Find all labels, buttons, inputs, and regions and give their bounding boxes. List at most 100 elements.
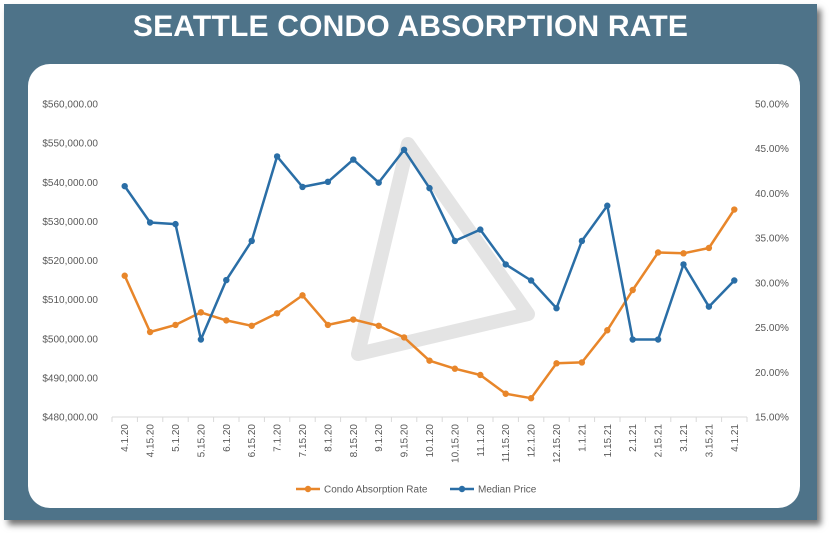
x-axis-ticks: 4.1.20 4.15.20 5.1.20 5.15.20 6.1.20 6.15.20 7… bbox=[111, 417, 748, 463]
series-condo-absorption-rate bbox=[121, 206, 738, 402]
median-price-point bbox=[680, 261, 687, 268]
legend-swatch-marker bbox=[304, 485, 312, 493]
condo-absorption-rate-point bbox=[578, 359, 586, 366]
right-tick-label: 20.00% bbox=[755, 368, 789, 379]
x-tick-label: 6.15.20 bbox=[247, 424, 258, 458]
right-tick-label: 30.00% bbox=[755, 278, 789, 289]
condo-absorption-rate-point bbox=[146, 328, 154, 336]
x-tick-label: 12.15.20 bbox=[552, 424, 563, 463]
median-price-point bbox=[553, 305, 560, 312]
condo-absorption-rate-point bbox=[654, 249, 662, 256]
condo-absorption-rate-point bbox=[248, 322, 255, 329]
median-price-point bbox=[578, 237, 586, 245]
median-price-point bbox=[502, 261, 509, 268]
median-price-point bbox=[604, 202, 611, 209]
condo-absorption-rate-point bbox=[680, 250, 687, 257]
x-tick-label: 9.15.20 bbox=[400, 424, 411, 458]
condo-absorption-rate-point bbox=[705, 244, 713, 252]
condo-absorption-rate-point bbox=[502, 390, 509, 397]
condo-absorption-rate-point bbox=[324, 321, 332, 329]
condo-absorption-rate-point bbox=[172, 321, 179, 329]
median-price-point bbox=[273, 153, 281, 160]
watermark-logo bbox=[351, 137, 535, 361]
x-tick-label: 10.15.20 bbox=[450, 424, 461, 463]
right-tick-label: 40.00% bbox=[755, 189, 789, 200]
legend-item-condo-absorption-rate: Condo Absorption Rate bbox=[296, 485, 428, 496]
x-tick-label: 1.1.21 bbox=[577, 424, 588, 452]
left-axis-ticks: $480,000.00 $490,000.00 $500,000.00 $510,00… bbox=[42, 100, 98, 424]
x-tick-label: 11.15.20 bbox=[501, 424, 512, 463]
condo-absorption-rate-point bbox=[197, 309, 205, 316]
condo-absorption-rate-point bbox=[273, 310, 281, 317]
left-tick-label: $480,000.00 bbox=[42, 413, 98, 424]
series-median-price bbox=[121, 146, 738, 343]
x-tick-label: 3.15.21 bbox=[704, 424, 715, 458]
median-price-point bbox=[477, 226, 484, 233]
left-tick-label: $490,000.00 bbox=[42, 373, 98, 384]
median-price-point bbox=[629, 336, 636, 343]
median-price-point bbox=[426, 184, 433, 192]
legend-item-median-price: Median Price bbox=[450, 485, 537, 496]
median-price-point bbox=[350, 156, 357, 163]
median-price-point bbox=[527, 277, 535, 284]
page-title: SEATTLE CONDO ABSORPTION RATE bbox=[132, 10, 689, 43]
condo-absorption-rate-point bbox=[451, 365, 459, 372]
left-tick-label: $500,000.00 bbox=[42, 334, 98, 345]
median-price-point bbox=[197, 336, 205, 343]
x-tick-label: 7.15.20 bbox=[298, 424, 309, 458]
condo-absorption-rate-point bbox=[223, 317, 230, 324]
median-price-point bbox=[324, 178, 332, 186]
x-tick-label: 4.15.20 bbox=[146, 424, 157, 458]
x-tick-label: 4.1.21 bbox=[730, 424, 741, 452]
x-tick-label: 3.1.21 bbox=[679, 424, 690, 452]
condo-absorption-rate-point bbox=[375, 322, 382, 329]
left-tick-label: $540,000.00 bbox=[42, 178, 98, 189]
x-tick-label: 9.1.20 bbox=[374, 424, 385, 452]
chart-panel: $480,000.00 $490,000.00 $500,000.00 $510,00… bbox=[28, 64, 800, 508]
median-price-point bbox=[654, 336, 662, 343]
x-tick-label: 8.1.20 bbox=[323, 424, 334, 452]
x-tick-label: 6.1.20 bbox=[222, 424, 233, 452]
right-tick-label: 50.00% bbox=[755, 100, 789, 111]
median-price-point bbox=[121, 182, 128, 190]
x-tick-label: 1.15.21 bbox=[603, 424, 614, 458]
legend-label: Condo Absorption Rate bbox=[324, 485, 428, 496]
left-tick-label: $520,000.00 bbox=[42, 256, 98, 267]
x-tick-label: 4.1.20 bbox=[120, 424, 131, 452]
chart-frame: SEATTLE CONDO ABSORPTION RATE $480,000.0… bbox=[4, 4, 817, 520]
series-layer bbox=[121, 146, 738, 402]
median-price-point bbox=[451, 237, 459, 245]
median-price-point bbox=[248, 237, 255, 245]
condo-absorption-rate-point bbox=[400, 334, 408, 341]
right-axis-ticks: 15.00% 20.00% 25.00% 30.00% 35.00% 40.00% 45.0… bbox=[755, 100, 789, 424]
condo-absorption-rate-point bbox=[121, 272, 128, 279]
x-tick-label: 11.1.20 bbox=[476, 424, 487, 457]
x-tick-label: 2.15.21 bbox=[654, 424, 665, 458]
x-tick-label: 12.1.20 bbox=[527, 424, 538, 458]
median-price-point bbox=[146, 219, 154, 226]
condo-absorption-rate-point bbox=[629, 286, 636, 294]
median-price-point bbox=[375, 179, 382, 186]
median-price-point bbox=[705, 303, 713, 310]
right-tick-label: 25.00% bbox=[755, 323, 789, 334]
condo-absorption-rate-point bbox=[299, 292, 306, 299]
median-price-point bbox=[223, 276, 230, 284]
legend-swatch-marker bbox=[458, 485, 466, 493]
x-tick-label: 5.1.20 bbox=[171, 424, 182, 452]
right-tick-label: 15.00% bbox=[755, 413, 789, 424]
condo-absorption-rate-point bbox=[477, 371, 484, 379]
median-price-point bbox=[172, 220, 179, 228]
left-tick-label: $510,000.00 bbox=[42, 295, 98, 306]
condo-absorption-rate-point bbox=[604, 327, 611, 334]
legend: Condo Absorption Rate Median Price bbox=[296, 485, 537, 496]
median-price-point bbox=[299, 183, 306, 191]
median-price-point bbox=[400, 146, 408, 153]
x-tick-label: 7.1.20 bbox=[273, 424, 284, 452]
line-chart: $480,000.00 $490,000.00 $500,000.00 $510,00… bbox=[42, 100, 789, 496]
condo-absorption-rate-point bbox=[426, 357, 433, 364]
x-tick-label: 10.1.20 bbox=[425, 424, 436, 458]
legend-label: Median Price bbox=[478, 485, 537, 496]
median-price-point bbox=[731, 277, 738, 284]
x-tick-label: 2.1.21 bbox=[628, 424, 639, 452]
left-tick-label: $530,000.00 bbox=[42, 217, 98, 228]
